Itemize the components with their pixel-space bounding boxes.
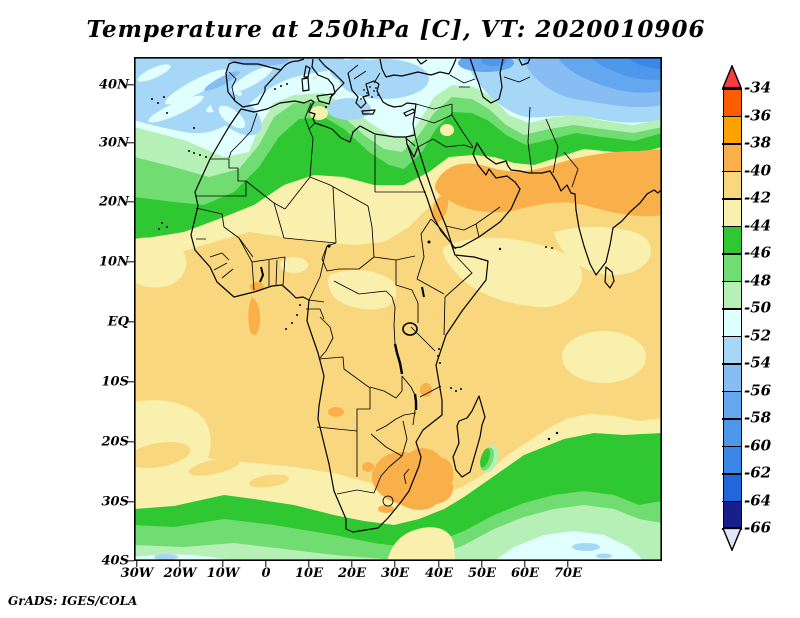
colorbar-level-label: -52 <box>744 326 772 345</box>
lat-tick-mark <box>127 321 134 323</box>
colorbar-divider <box>722 335 742 337</box>
colorbar-level-label: -38 <box>744 133 772 152</box>
colorbar-level-label: -34 <box>744 78 772 97</box>
colorbar-divider <box>722 115 742 117</box>
lat-tick-label: 20S <box>101 434 129 450</box>
colorbar-segment <box>723 225 741 253</box>
page-title: Temperature at 250hPa [C], VT: 202001090… <box>86 16 706 43</box>
lat-tick-mark <box>127 501 134 503</box>
colorbar-arrow-down <box>722 528 742 551</box>
temperature-field <box>134 57 662 561</box>
lon-tick-label: 10W <box>206 566 240 581</box>
colorbar-segment <box>723 418 741 446</box>
lat-tick-label: 10N <box>99 254 129 270</box>
lon-tick-mark <box>438 561 440 567</box>
lat-tick-mark <box>127 84 134 86</box>
colorbar-divider <box>722 418 742 420</box>
colorbar-segment <box>723 280 741 308</box>
colorbar-divider <box>722 363 742 365</box>
lon-tick-mark <box>179 561 181 567</box>
lon-tick-label: 0 <box>261 566 271 581</box>
lat-tick-label: 40N <box>99 77 129 93</box>
colorbar-divider <box>722 88 742 90</box>
colorbar-level-label: -64 <box>744 491 772 510</box>
colorbar-arrow-up <box>722 65 742 88</box>
lon-tick-label: 20W <box>163 566 197 581</box>
colorbar-divider <box>722 473 742 475</box>
lon-tick-mark <box>567 561 569 567</box>
colorbar-divider <box>722 198 742 200</box>
lon-tick-mark <box>394 561 396 567</box>
colorbar-segment <box>723 308 741 336</box>
lon-tick-mark <box>351 561 353 567</box>
lon-tick-label: 50E <box>468 566 496 581</box>
colorbar-divider <box>722 390 742 392</box>
colorbar-divider <box>722 225 742 227</box>
colorbar-level-label: -50 <box>744 298 772 317</box>
lakes-and-islands <box>151 83 559 441</box>
colorbar-level-label: -56 <box>744 381 772 400</box>
colorbar-segment <box>723 390 741 418</box>
lon-tick-mark <box>481 561 483 567</box>
grads-attribution: GrADS: IGES/COLA <box>8 594 138 608</box>
colorbar-divider <box>722 500 742 502</box>
colorbar-level-label: -42 <box>744 188 772 207</box>
colorbar-segment <box>723 170 741 198</box>
colorbar-level-label: -44 <box>744 216 772 235</box>
colorbar-divider <box>722 445 742 447</box>
lat-tick-mark <box>127 381 134 383</box>
colorbar-level-label: -66 <box>744 518 772 537</box>
africa-temperature-map <box>134 57 662 561</box>
colorbar-segment <box>723 473 741 501</box>
colorbar-segment <box>723 198 741 226</box>
lon-tick-label: 20E <box>338 566 366 581</box>
lat-tick-mark <box>127 441 134 443</box>
colorbar-segment <box>723 88 741 116</box>
lat-tick-label: 30N <box>99 135 129 151</box>
lon-tick-label: 40E <box>425 566 453 581</box>
map-frame <box>134 57 662 561</box>
colorbar-segment <box>723 115 741 143</box>
colorbar-level-label: -62 <box>744 463 772 482</box>
lon-tick-mark <box>222 561 224 567</box>
colorbar-divider <box>722 143 742 145</box>
lon-tick-label: 60E <box>511 566 539 581</box>
lon-tick-label: 30W <box>120 566 154 581</box>
lon-tick-mark <box>308 561 310 567</box>
lat-tick-label: 10S <box>101 374 129 390</box>
colorbar-divider <box>722 170 742 172</box>
colorbar-level-label: -58 <box>744 408 772 427</box>
lat-tick-label: 30S <box>101 494 129 510</box>
colorbar-segment <box>723 335 741 363</box>
colorbar-level-label: -46 <box>744 243 772 262</box>
colorbar-level-label: -36 <box>744 106 772 125</box>
country-borders <box>195 63 579 507</box>
lon-tick-label: 30E <box>381 566 409 581</box>
lon-tick-mark <box>265 561 267 567</box>
colorbar-level-label: -60 <box>744 436 772 455</box>
lat-tick-mark <box>127 142 134 144</box>
lat-tick-label: 40S <box>101 553 129 569</box>
lon-tick-label: 70E <box>554 566 582 581</box>
lon-tick-label: 10E <box>295 566 323 581</box>
lat-tick-mark <box>127 560 134 562</box>
colorbar-divider <box>722 280 742 282</box>
lat-tick-label: 20N <box>99 194 129 210</box>
lat-tick-mark <box>127 261 134 263</box>
colorbar-segment <box>723 143 741 171</box>
lon-tick-mark <box>524 561 526 567</box>
lon-tick-mark <box>136 561 138 567</box>
colorbar-level-label: -54 <box>744 353 772 372</box>
colorbar-segment <box>723 363 741 391</box>
colorbar-segment <box>723 445 741 473</box>
colorbar-segment <box>723 500 741 528</box>
colorbar-level-label: -48 <box>744 271 772 290</box>
colorbar-level-label: -40 <box>744 161 772 180</box>
colorbar-divider <box>722 253 742 255</box>
colorbar-divider <box>722 308 742 310</box>
colorbar-segment <box>723 253 741 281</box>
lat-tick-label: EQ <box>107 314 129 330</box>
lat-tick-mark <box>127 201 134 203</box>
